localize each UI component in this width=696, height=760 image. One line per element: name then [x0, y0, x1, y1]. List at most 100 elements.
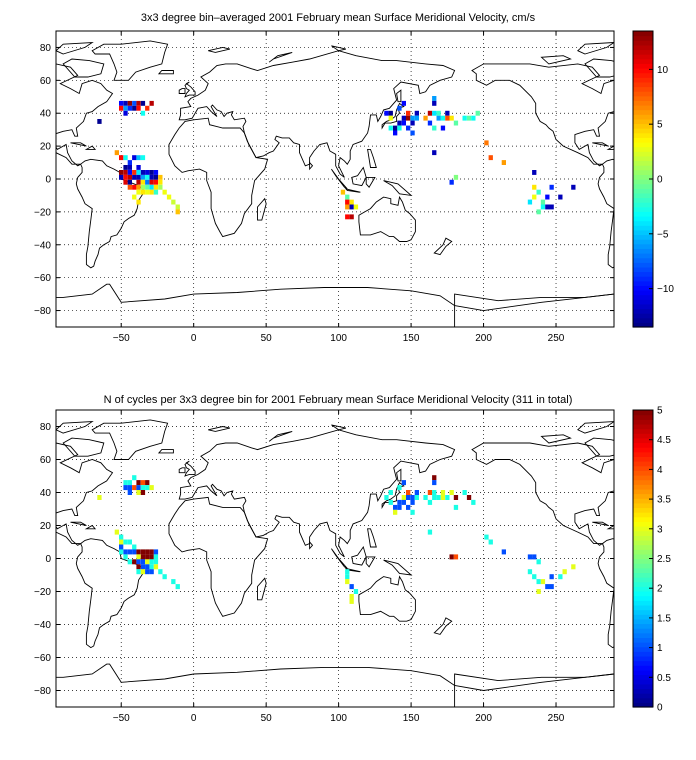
colorbar-tick-label: 2.5	[657, 554, 671, 565]
colorbar-segment	[633, 128, 653, 134]
data-cell	[136, 559, 141, 565]
data-cell	[393, 509, 398, 515]
data-cell	[427, 529, 433, 535]
colorbar-segment	[633, 91, 653, 97]
colorbar-segment	[633, 58, 653, 64]
colorbar-segment	[633, 202, 653, 208]
coastline	[471, 442, 614, 546]
coastline	[70, 521, 87, 526]
colorbar-segment	[633, 109, 653, 115]
coastline	[396, 468, 402, 482]
data-cell	[136, 155, 141, 161]
coastline	[331, 424, 347, 431]
colorbar-segment	[633, 479, 653, 485]
colorbar-tick-label: 0	[657, 175, 663, 186]
data-cell	[549, 574, 554, 580]
colorbar-segment	[633, 628, 653, 634]
colorbar-segment	[633, 688, 653, 694]
data-cell	[410, 130, 415, 136]
data-cell	[140, 110, 146, 116]
data-cell	[149, 100, 154, 106]
data-cell	[401, 115, 406, 121]
data-cell	[432, 110, 437, 116]
colorbar-segment	[633, 317, 653, 323]
coastline	[20, 435, 49, 443]
colorbar-segment	[633, 276, 653, 282]
data-cell	[136, 199, 141, 205]
data-cell	[123, 554, 128, 560]
colorbar-segment	[633, 142, 653, 148]
x-tick-label: 50	[261, 713, 273, 724]
data-cell	[132, 184, 137, 190]
data-cell	[397, 125, 402, 131]
data-cell	[136, 189, 141, 195]
x-tick-label: 50	[261, 333, 273, 344]
data-cell	[453, 554, 459, 560]
colorbar-tick-label: 3.5	[657, 495, 671, 506]
data-cell	[345, 204, 350, 210]
coastline	[168, 496, 269, 617]
coastline	[178, 88, 186, 94]
data-cell	[484, 534, 489, 540]
colorbar-segment	[633, 31, 653, 37]
y-tick-label: −80	[34, 686, 51, 697]
x-tick-label: −50	[113, 333, 130, 344]
data-cell	[462, 115, 467, 121]
data-cell	[145, 559, 150, 565]
colorbar-segment	[633, 609, 653, 615]
x-tick-label: 0	[191, 333, 197, 344]
data-cell	[149, 189, 154, 195]
colorbar-segment	[633, 243, 653, 249]
colorbar-segment	[633, 216, 653, 222]
colorbar-segment	[633, 179, 653, 185]
colorbar: 5 4.5 4 3.5 3 2.5 2 1.5 1 0.5 0	[632, 406, 671, 714]
colorbar-segment	[633, 488, 653, 495]
data-cell	[532, 170, 537, 175]
data-cell	[427, 490, 433, 495]
coastline	[91, 40, 169, 81]
data-cell	[127, 174, 132, 180]
data-cell	[158, 569, 163, 575]
colorbar-segment	[633, 456, 653, 462]
coastline	[433, 237, 453, 256]
data-cell	[123, 539, 128, 545]
colorbar-segment	[633, 498, 653, 504]
colorbar-segment	[633, 303, 653, 310]
data-cell	[114, 150, 119, 156]
colorbar-segment	[633, 442, 653, 448]
data-cell	[427, 499, 433, 505]
colorbar-segment	[633, 577, 653, 583]
data-cell	[123, 155, 128, 161]
colorbar-tick-label: 5	[657, 120, 663, 131]
data-cell	[119, 105, 124, 111]
coastline	[56, 63, 114, 167]
data-cell	[345, 199, 350, 205]
coastline	[396, 89, 402, 103]
data-cell	[406, 495, 411, 500]
colorbar-tick-label: 0.5	[657, 673, 671, 684]
coastline	[606, 145, 614, 150]
data-cell	[436, 495, 441, 500]
colorbar-segment	[633, 651, 653, 657]
data-cell	[432, 480, 437, 486]
x-tick-label: 150	[403, 713, 420, 724]
colorbar-segment	[633, 294, 653, 300]
colorbar-segment	[633, 423, 653, 430]
colorbar-segment	[633, 137, 653, 143]
coastline	[178, 429, 456, 558]
y-tick-label: 0	[45, 554, 51, 565]
colorbar-tick-label: 1	[657, 643, 663, 654]
colorbar-segment	[633, 299, 653, 305]
data-cell	[549, 204, 554, 210]
data-cell	[484, 140, 489, 146]
data-cell	[140, 179, 146, 185]
colorbar-segment	[633, 313, 653, 319]
colorbar-tick-label: −10	[657, 284, 674, 295]
colorbar-segment	[633, 197, 653, 203]
colorbar-segment	[633, 257, 653, 263]
colorbar-segment	[633, 225, 653, 231]
data-cell	[158, 184, 163, 190]
data-cell	[132, 105, 137, 111]
colorbar-tick-label: 2	[657, 584, 663, 595]
data-cell	[397, 105, 402, 111]
